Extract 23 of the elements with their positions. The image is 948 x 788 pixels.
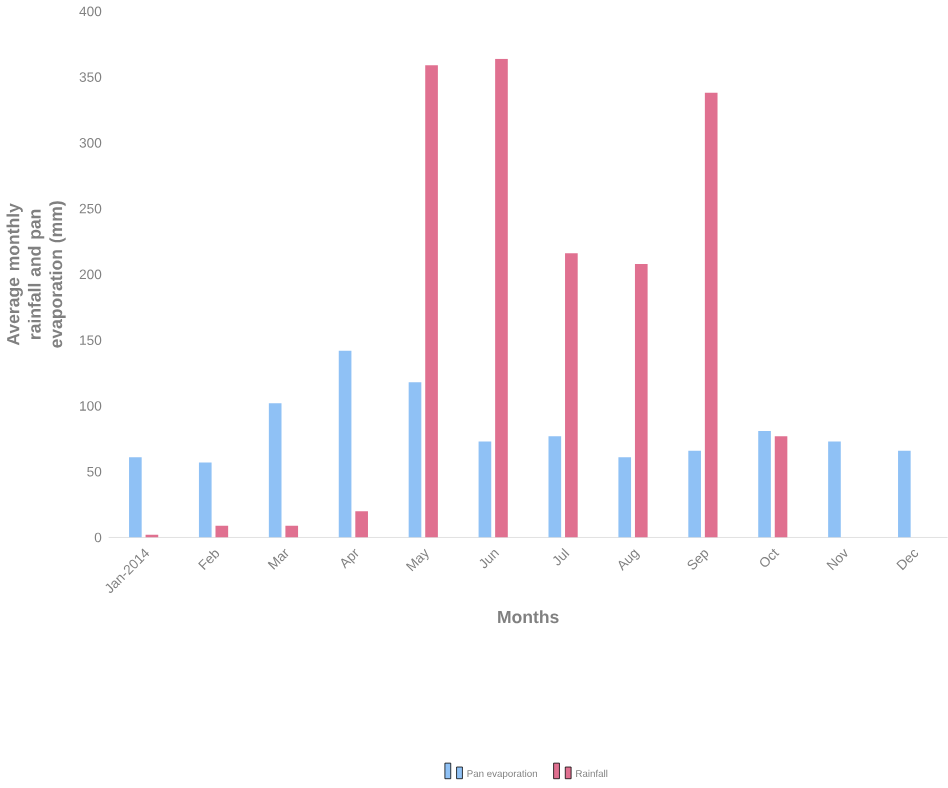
bar bbox=[215, 525, 229, 538]
bar bbox=[408, 382, 422, 538]
bar bbox=[338, 350, 352, 538]
bar bbox=[268, 403, 282, 538]
bar bbox=[758, 431, 771, 538]
x-axis-title: Months bbox=[498, 610, 559, 624]
y-axis-title: Average monthly rainfall and pan evaporation (mm) bbox=[6, 201, 66, 348]
bar bbox=[478, 441, 492, 538]
bar bbox=[898, 450, 911, 538]
bar bbox=[704, 93, 718, 538]
bar bbox=[618, 457, 632, 538]
bar bbox=[198, 462, 212, 538]
bar bbox=[425, 65, 438, 538]
bar bbox=[495, 58, 508, 538]
bar bbox=[548, 436, 562, 538]
bar bbox=[355, 511, 368, 538]
bar bbox=[688, 450, 701, 538]
bar bbox=[774, 436, 788, 538]
bar bbox=[828, 441, 841, 538]
bar bbox=[285, 525, 299, 538]
bar bbox=[634, 264, 648, 538]
bar bbox=[565, 253, 578, 538]
bar bbox=[129, 457, 142, 538]
